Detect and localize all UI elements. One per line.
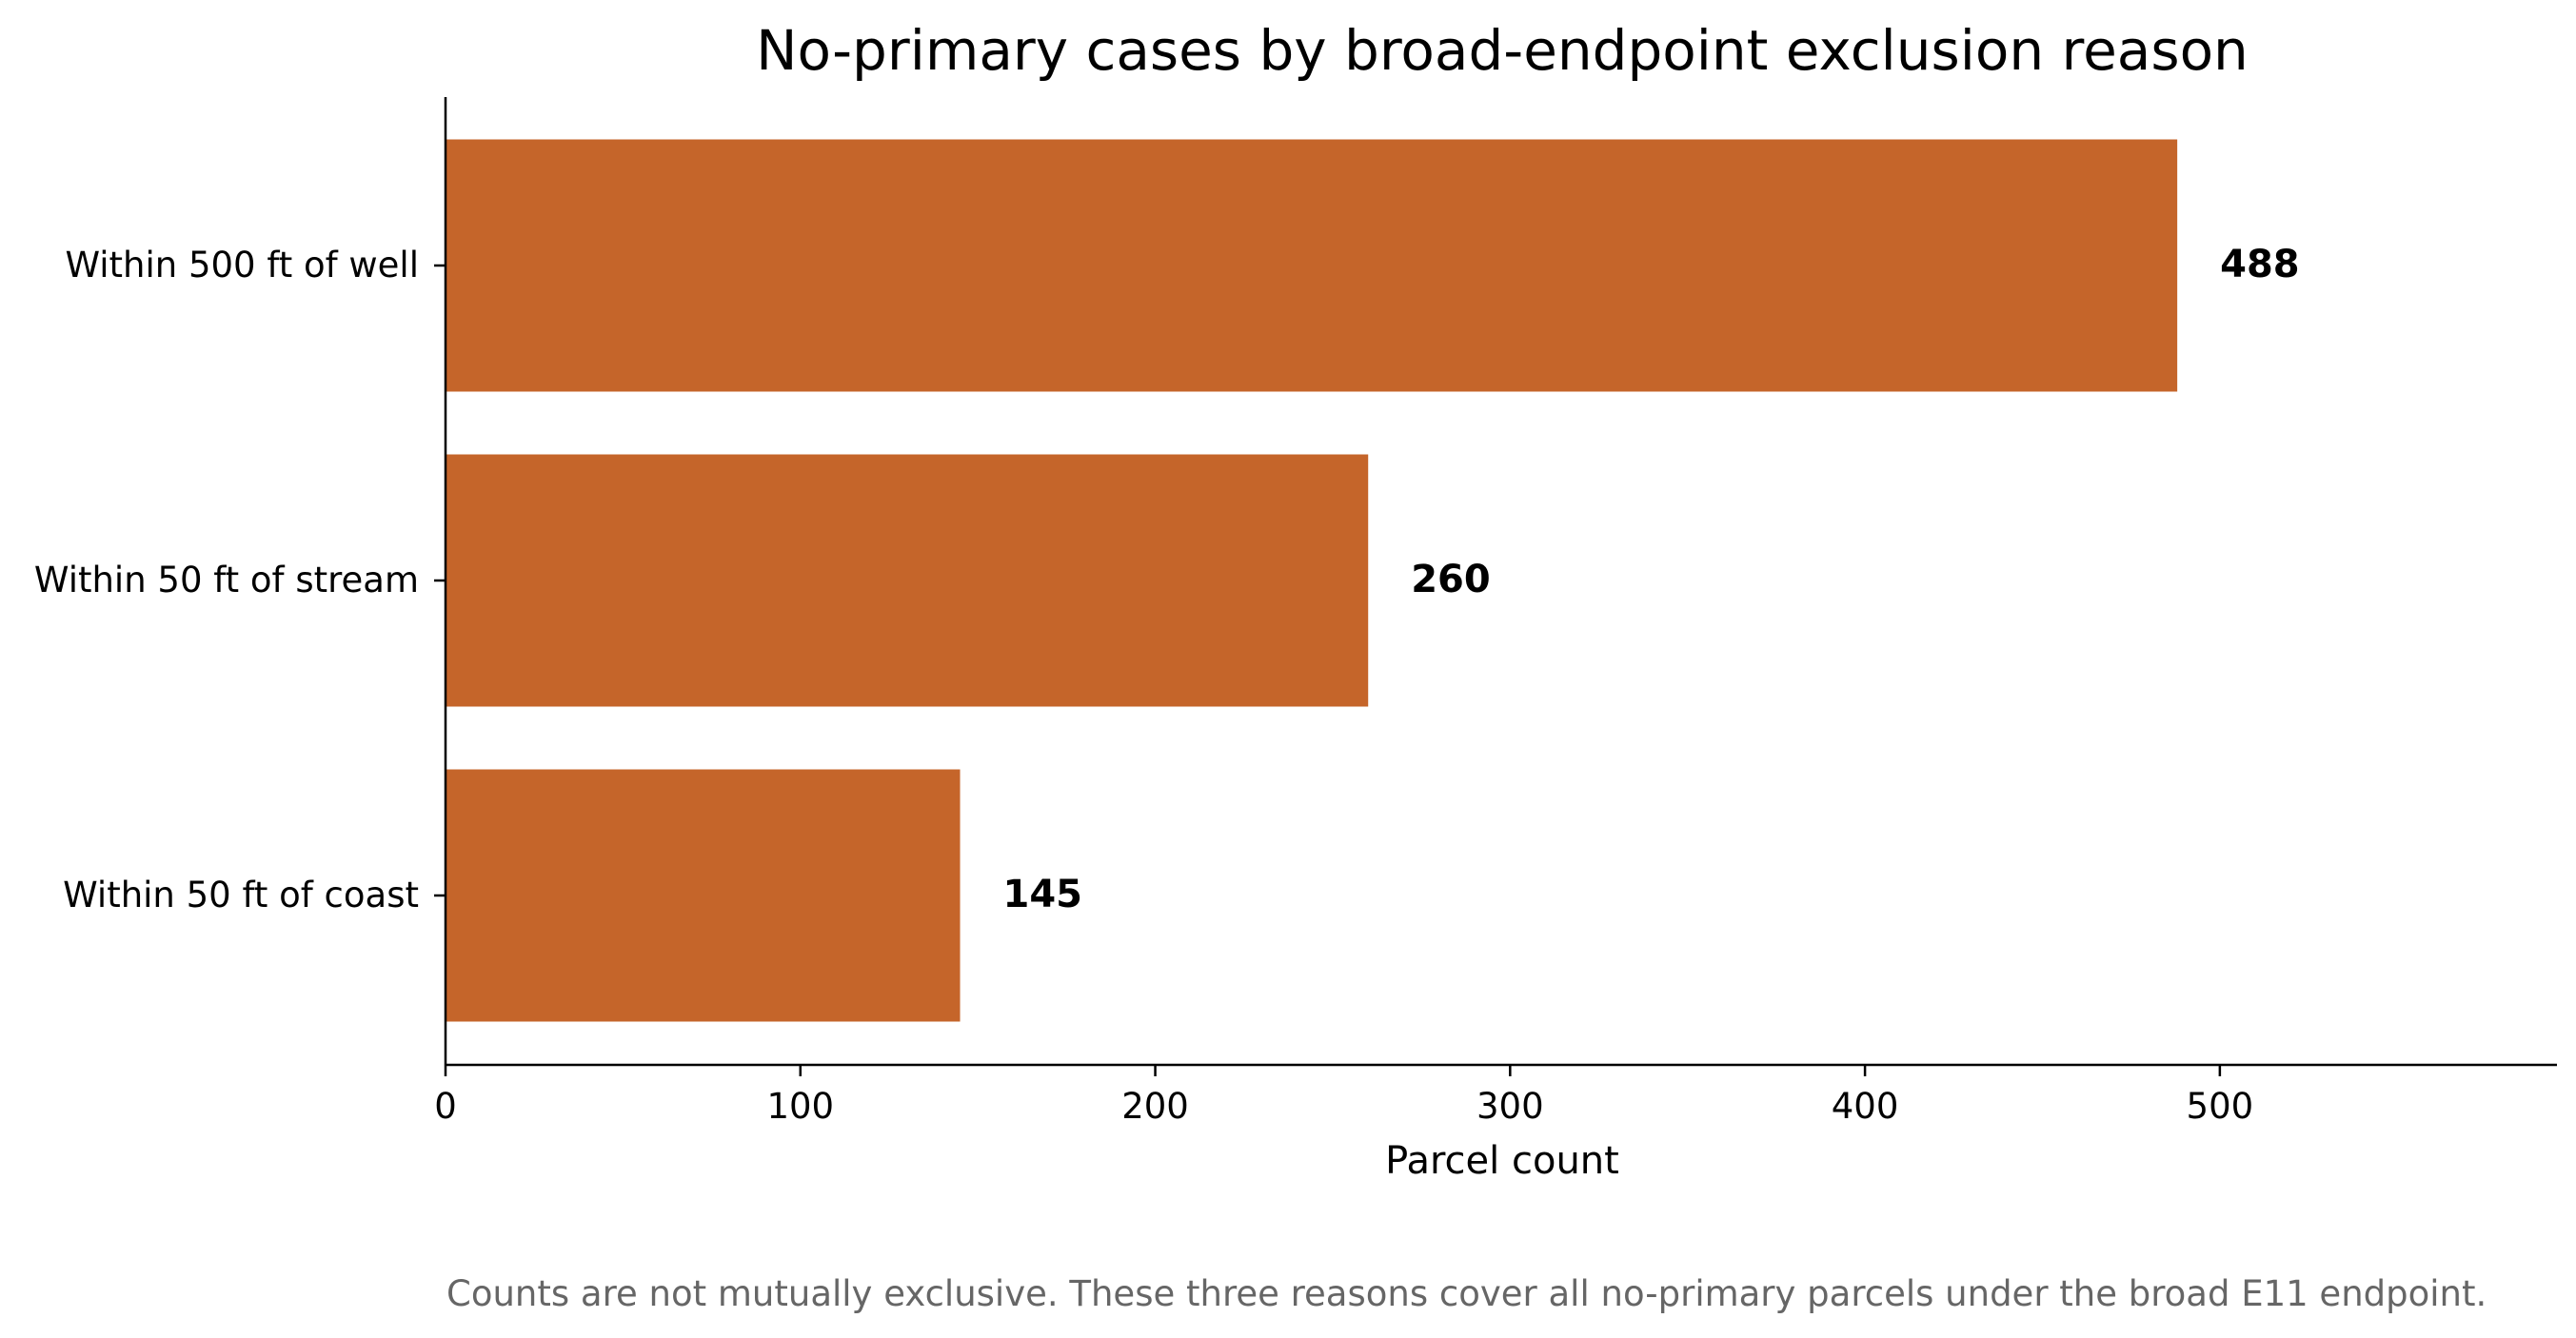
x-tick-label: 0 xyxy=(434,1086,457,1127)
value-label: 260 xyxy=(1411,558,1491,601)
y-axis-ticks: Within 500 ft of well Within 50 ft of str… xyxy=(34,245,446,915)
y-tick-label: Within 500 ft of well xyxy=(65,245,419,285)
value-labels: 488 260 145 xyxy=(1003,243,2300,916)
bar xyxy=(446,454,1369,707)
footnote: Counts are not mutually exclusive. These… xyxy=(446,1273,2487,1314)
bar xyxy=(446,139,2178,392)
chart-title: No-primary cases by broad-endpoint exclu… xyxy=(756,18,2249,83)
x-tick-label: 100 xyxy=(766,1086,834,1127)
y-tick-label: Within 50 ft of stream xyxy=(34,560,419,600)
value-label: 488 xyxy=(2220,243,2300,286)
x-axis-label: Parcel count xyxy=(1385,1139,1619,1183)
x-tick-label: 500 xyxy=(2187,1086,2254,1127)
y-tick-label: Within 50 ft of coast xyxy=(63,875,419,915)
bars xyxy=(446,139,2178,1022)
x-tick-label: 300 xyxy=(1476,1086,1544,1127)
x-tick-label: 400 xyxy=(1832,1086,1899,1127)
x-tick-label: 200 xyxy=(1121,1086,1189,1127)
value-label: 145 xyxy=(1003,873,1083,916)
bar xyxy=(446,769,961,1022)
x-axis-ticks: 0 100 200 300 400 500 xyxy=(434,1065,2253,1127)
